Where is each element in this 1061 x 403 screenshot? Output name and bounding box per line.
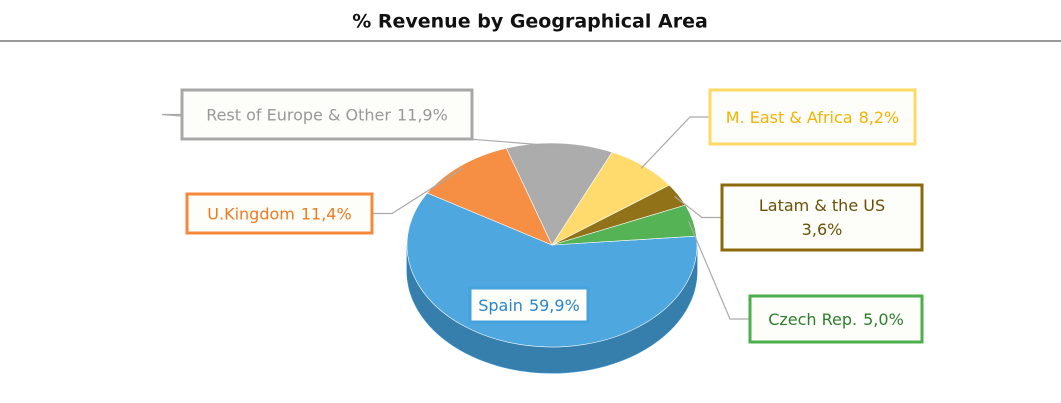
category-label: Latam & the US <box>759 196 885 215</box>
leader-line <box>687 220 750 320</box>
slice-side-shade <box>407 245 697 373</box>
value-label: 8,2% <box>859 108 900 127</box>
category-label: Czech Rep. <box>768 310 857 329</box>
value-label: 11,9% <box>397 105 448 124</box>
label-box <box>708 88 917 146</box>
data-label: M. East & Africa 8,2% <box>726 108 899 127</box>
data-label: U.Kingdom 11,4% <box>207 204 351 223</box>
value-label: 5,0% <box>863 310 904 329</box>
leader-line <box>674 195 722 219</box>
leader-line <box>640 116 710 169</box>
chart-title: % Revenue by Geographical Area <box>352 11 708 33</box>
data-label: Czech Rep. 5,0% <box>768 310 904 329</box>
value-label: 3,6% <box>802 220 843 239</box>
value-label: 11,4% <box>301 204 352 223</box>
category-label: M. East & Africa <box>726 108 853 127</box>
category-label: Spain <box>478 296 523 315</box>
label-box <box>185 192 374 235</box>
category-label: U.Kingdom <box>207 204 295 223</box>
label-box <box>748 294 924 344</box>
data-label: Rest of Europe & Other 11,9% <box>206 105 448 124</box>
value-label: 59,9% <box>529 296 580 315</box>
label-box <box>720 183 924 252</box>
leader-line <box>372 167 465 215</box>
data-label: Spain 59,9% <box>478 296 580 315</box>
slice <box>505 142 613 246</box>
label-box <box>468 286 590 324</box>
label-box <box>180 88 474 141</box>
category-label: Rest of Europe & Other <box>206 105 391 124</box>
